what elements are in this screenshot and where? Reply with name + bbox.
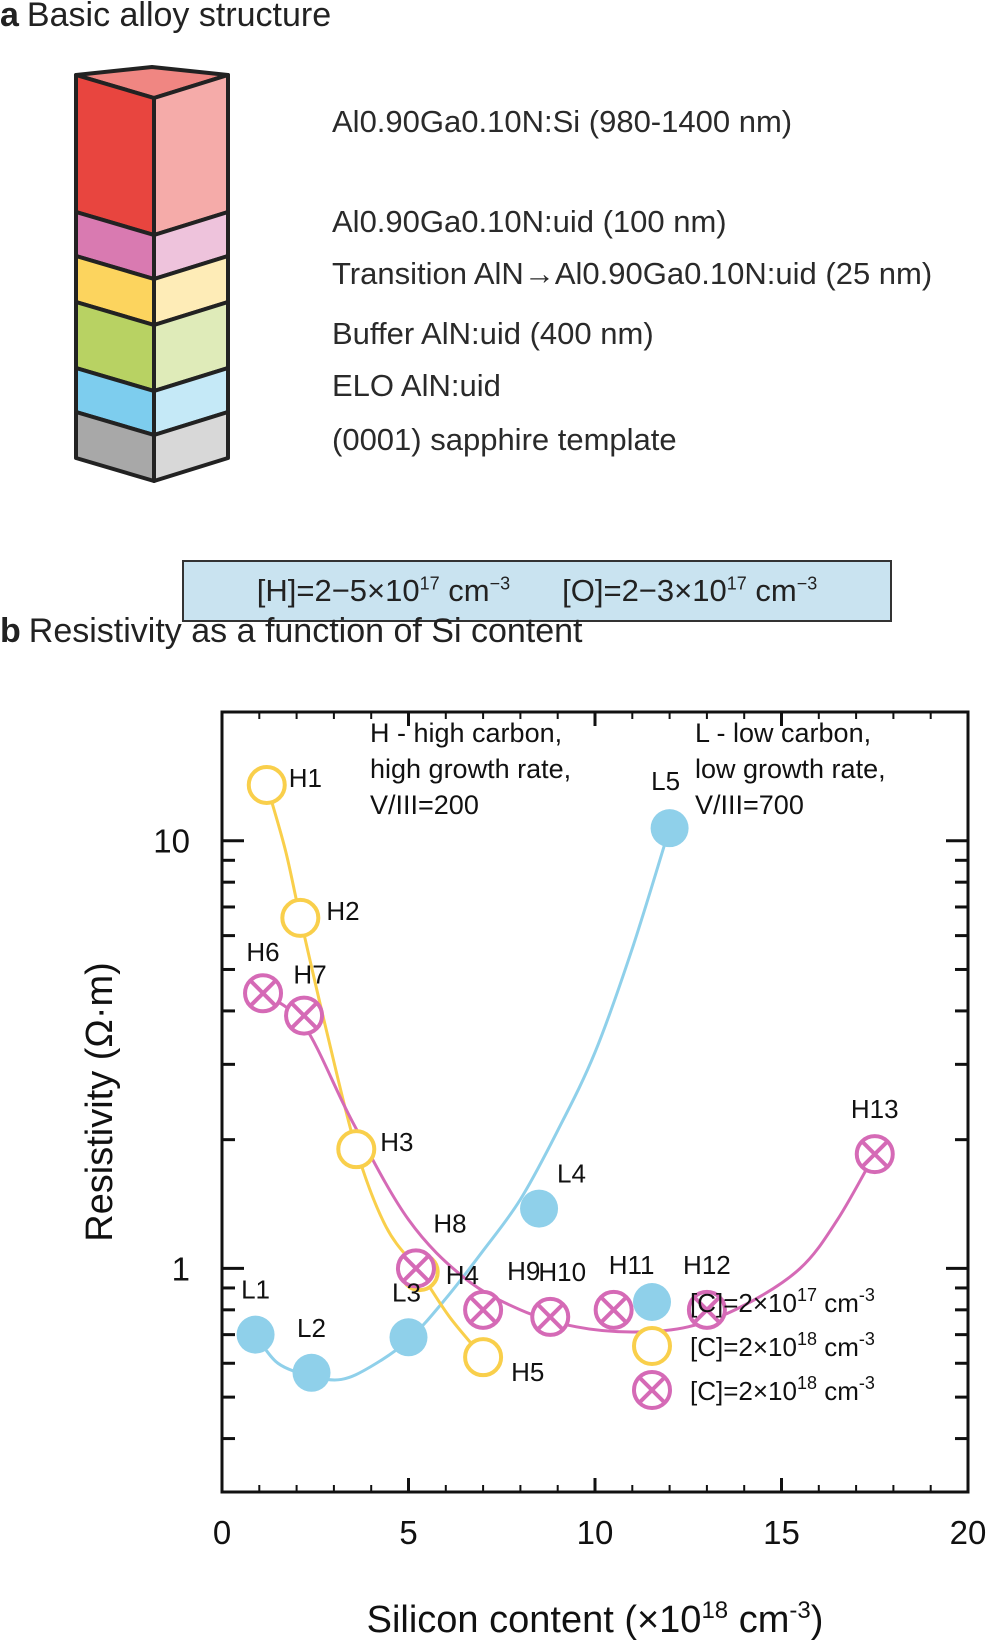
panel-b-title-text: Resistivity as a function of Si content bbox=[28, 612, 583, 650]
marker-ring bbox=[632, 1326, 672, 1366]
marker-cross-b bbox=[401, 1254, 430, 1283]
layer-side-5 bbox=[152, 410, 230, 483]
point-label-H2: H2 bbox=[326, 896, 359, 926]
legend-marker-2 bbox=[632, 1370, 672, 1410]
legend-label-0: [C]=2×1017 cm-3 bbox=[690, 1285, 875, 1318]
data-point-H3 bbox=[336, 1129, 377, 1170]
x-tick-label: 0 bbox=[213, 1514, 231, 1551]
annotation-0-line: V/III=200 bbox=[370, 790, 479, 820]
panel-b-letter: b bbox=[0, 612, 21, 650]
marker-cross-b bbox=[290, 1001, 319, 1030]
y-axis-label: Resistivity (Ω·m) bbox=[79, 962, 121, 1242]
y-tick-label: 1 bbox=[172, 1250, 190, 1287]
marker-cross-b bbox=[692, 1295, 721, 1324]
layer-label-5: (0001) sapphire template bbox=[332, 422, 677, 457]
data-point-H8 bbox=[395, 1248, 436, 1289]
data-point-H2 bbox=[280, 897, 321, 938]
marker-ring bbox=[246, 764, 287, 805]
data-point-L2 bbox=[292, 1353, 331, 1392]
data-point-H5 bbox=[463, 1337, 504, 1378]
legend-label-2: [C]=2×1018 cm-3 bbox=[690, 1373, 875, 1406]
data-point-H12 bbox=[686, 1289, 727, 1330]
data-point-L3 bbox=[389, 1318, 428, 1357]
impurity-box: [H]=2−5×1017 cm−3 [O]=2−3×1017 cm−3 bbox=[182, 560, 892, 622]
marker-dot bbox=[236, 1315, 275, 1354]
point-label-H11: H11 bbox=[609, 1250, 655, 1280]
data-point-L5 bbox=[650, 809, 689, 848]
point-label-H8: H8 bbox=[433, 1208, 466, 1238]
point-label-H3: H3 bbox=[380, 1127, 413, 1157]
point-label-H5: H5 bbox=[511, 1357, 544, 1387]
layer-label-2: Transition AlN→Al0.90Ga0.10N:uid (25 nm) bbox=[332, 256, 933, 291]
layer-front-0 bbox=[74, 73, 156, 237]
annotation-0-line: high growth rate, bbox=[370, 754, 571, 784]
annotation-1-line: low growth rate, bbox=[695, 754, 886, 784]
x-tick-label: 5 bbox=[399, 1514, 417, 1551]
layer-label-3: Buffer AlN:uid (400 nm) bbox=[332, 316, 654, 351]
point-label-H10: H10 bbox=[538, 1257, 586, 1287]
point-label-H6: H6 bbox=[246, 937, 279, 967]
data-point-H7 bbox=[284, 995, 325, 1036]
marker-ring bbox=[336, 1129, 377, 1170]
resistivity-chart: 0 5 10 15 20 1 10 Silicon content (×1018 cm-3) R… bbox=[79, 710, 987, 1641]
x-tick-label: 20 bbox=[950, 1514, 987, 1551]
legend-label-1: [C]=2×1018 cm-3 bbox=[690, 1329, 875, 1362]
panel-a-title-text: Basic alloy structure bbox=[26, 0, 332, 34]
legend-marker-1 bbox=[632, 1326, 672, 1366]
point-label-H13: H13 bbox=[851, 1094, 899, 1124]
data-point-H6 bbox=[243, 973, 284, 1014]
x-tick-label: 10 bbox=[577, 1514, 614, 1551]
annotation-1-line: V/III=700 bbox=[695, 790, 804, 820]
hydrogen-concentration: [H]=2−5×1017 cm−3 bbox=[256, 573, 511, 608]
legend-marker-0 bbox=[633, 1283, 671, 1321]
data-point-L1 bbox=[236, 1315, 275, 1354]
marker-cross-b bbox=[469, 1295, 498, 1324]
layer-label-1: Al0.90Ga0.10N:uid (100 nm) bbox=[332, 204, 727, 239]
point-label-H1: H1 bbox=[289, 763, 322, 793]
data-point-H9 bbox=[463, 1289, 504, 1330]
marker-ring bbox=[463, 1337, 504, 1378]
marker-cross-b bbox=[249, 979, 278, 1008]
oxygen-concentration: [O]=2−3×1017 cm−3 bbox=[562, 573, 818, 608]
annotation-0-line: H - high carbon, bbox=[370, 718, 562, 748]
marker-cross-b bbox=[637, 1375, 667, 1405]
panel-b-title: b Resistivity as a function of Si content bbox=[0, 612, 583, 651]
marker-dot bbox=[389, 1318, 428, 1357]
layer-stack-diagram bbox=[74, 65, 230, 483]
x-tick-label: 15 bbox=[763, 1514, 800, 1551]
marker-dot bbox=[650, 809, 689, 848]
point-label-H7: H7 bbox=[293, 960, 326, 990]
point-label-L1: L1 bbox=[241, 1275, 270, 1305]
x-axis-label: Silicon content (×1018 cm-3) bbox=[367, 1597, 824, 1641]
marker-dot bbox=[292, 1353, 331, 1392]
point-label-L4: L4 bbox=[557, 1159, 586, 1189]
marker-ring bbox=[280, 897, 321, 938]
data-point-H10 bbox=[530, 1296, 571, 1337]
data-point-L4 bbox=[520, 1189, 559, 1228]
data-point-H1 bbox=[246, 764, 287, 805]
panel-a-letter: a bbox=[0, 0, 19, 34]
point-label-L3: L3 bbox=[392, 1277, 421, 1307]
marker-dot bbox=[633, 1283, 671, 1321]
marker-cross-b bbox=[536, 1302, 565, 1331]
point-label-L5: L5 bbox=[651, 766, 680, 796]
marker-dot bbox=[520, 1189, 559, 1228]
marker-cross-b bbox=[599, 1295, 628, 1324]
point-label-H4: H4 bbox=[446, 1260, 479, 1290]
marker-cross-b bbox=[860, 1140, 889, 1169]
point-label-H9: H9 bbox=[507, 1256, 540, 1286]
panel-a-title: a Basic alloy structure bbox=[0, 0, 331, 35]
point-label-H12: H12 bbox=[683, 1250, 731, 1280]
fit-curve-1 bbox=[265, 784, 485, 1359]
layer-label-4: ELO AlN:uid bbox=[332, 368, 501, 403]
annotation-1-line: L - low carbon, bbox=[695, 718, 871, 748]
data-point-H11 bbox=[593, 1289, 634, 1330]
layer-label-0: Al0.90Ga0.10N:Si (980-1400 nm) bbox=[332, 104, 793, 139]
data-point-H13 bbox=[854, 1134, 895, 1175]
point-label-L2: L2 bbox=[297, 1313, 326, 1343]
y-tick-label: 10 bbox=[153, 823, 190, 860]
layer-side-0 bbox=[152, 73, 230, 237]
